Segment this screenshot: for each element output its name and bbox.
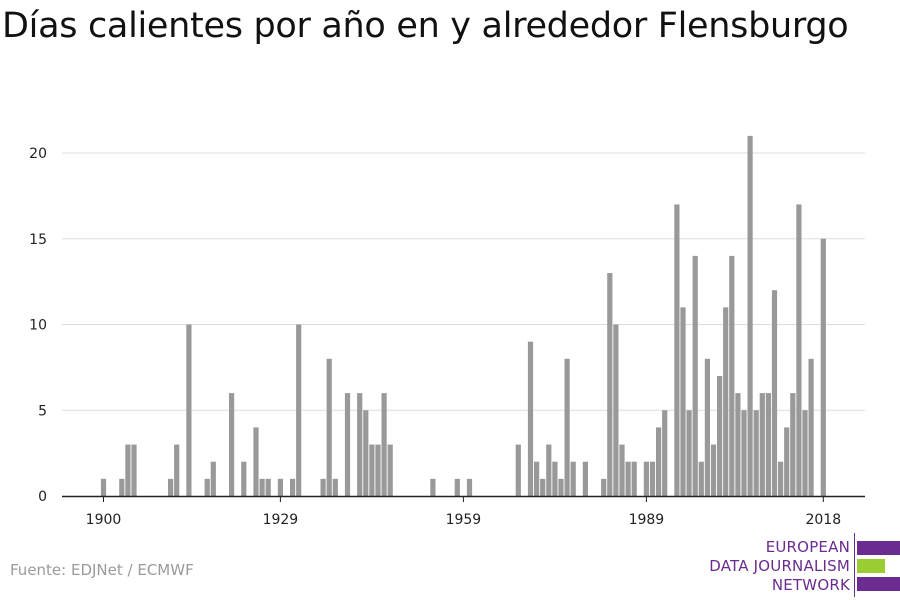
bar-1999 [704, 358, 710, 496]
bar-1923 [241, 461, 247, 496]
y-tick-label: 5 [38, 403, 47, 419]
bar-1942 [357, 393, 363, 496]
bar-1912 [174, 444, 180, 496]
bar-2010 [771, 290, 778, 496]
bar-2002 [723, 307, 729, 496]
bar-1921 [229, 393, 235, 496]
x-tick-label: 2018 [805, 512, 841, 528]
bar-1960 [466, 478, 473, 496]
bar-1936 [320, 478, 326, 496]
bar-1926 [259, 478, 265, 496]
bar-1997 [692, 255, 698, 496]
bar-1973 [546, 444, 552, 496]
bar-2001 [717, 375, 723, 496]
bar-1931 [290, 478, 296, 496]
bar-2008 [759, 393, 765, 496]
logo-bar-top [857, 541, 900, 555]
bar-1995 [680, 307, 686, 496]
bar-2014 [796, 204, 802, 496]
bar-2011 [778, 461, 784, 496]
bar-1958 [454, 478, 460, 496]
bar-1927 [265, 478, 271, 496]
bar-1914 [186, 324, 192, 496]
logo-bar-middle [857, 559, 885, 573]
bar-1946 [381, 393, 387, 496]
bar-1976 [564, 358, 570, 496]
bar-1985 [619, 444, 625, 496]
logo-bar-bottom [857, 577, 900, 591]
bar-1954 [430, 478, 436, 496]
bar-1911 [168, 478, 174, 496]
bar-1943 [363, 410, 369, 496]
bar-2016 [808, 358, 814, 496]
x-tick-label: 1959 [446, 512, 482, 528]
logo-line-european: EUROPEAN [765, 538, 850, 556]
logo-divider [854, 533, 855, 597]
bar-1996 [686, 410, 692, 496]
bar-2012 [784, 427, 790, 496]
x-tick-label: 1989 [629, 512, 665, 528]
x-axis: 1900 1929 1959 1989 2018 [62, 495, 865, 528]
bar-2006 [747, 135, 753, 496]
bar-1977 [570, 461, 576, 496]
bar-1982 [601, 478, 607, 496]
bar-1994 [674, 204, 680, 496]
bar-1992 [662, 410, 668, 496]
y-tick-label: 10 [29, 318, 47, 334]
bar-1984 [613, 324, 619, 496]
y-tick-label: 15 [29, 232, 47, 248]
bar-1945 [375, 444, 381, 496]
bar-1918 [210, 461, 216, 496]
x-tick-label: 1900 [86, 512, 122, 528]
bar-1987 [631, 461, 637, 496]
bar-2003 [729, 255, 735, 496]
bar-1972 [540, 478, 546, 496]
bar-1983 [607, 273, 613, 496]
bar-1937 [326, 358, 332, 496]
bar-1903 [119, 478, 125, 496]
bar-1971 [534, 461, 540, 496]
bar-1986 [625, 461, 631, 496]
logo-line-data-journalism: DATA JOURNALISM [709, 557, 850, 575]
grid-lines [62, 152, 865, 411]
bar-1991 [656, 427, 662, 496]
y-tick-label: 20 [29, 146, 47, 162]
bar-1947 [387, 444, 393, 496]
bar-2015 [802, 410, 808, 496]
bar-1944 [369, 444, 375, 496]
bar-1904 [125, 444, 131, 496]
bar-1998 [698, 461, 704, 496]
source-label: Fuente: EDJNet / ECMWF [10, 561, 194, 579]
x-tick-label: 1929 [263, 512, 299, 528]
bar-1938 [332, 478, 338, 496]
bar-1990 [649, 461, 656, 496]
bar-1979 [582, 461, 588, 496]
logo-line-network: NETWORK [771, 576, 850, 594]
bar-1940 [344, 393, 351, 496]
bar-1905 [131, 444, 137, 496]
bar-2018 [820, 238, 826, 496]
bar-1900 [100, 478, 107, 496]
bar-1929 [277, 478, 283, 496]
bars [100, 135, 826, 496]
bar-1917 [204, 478, 210, 496]
bar-1975 [558, 478, 564, 496]
bar-1968 [515, 444, 521, 496]
bar-1970 [527, 341, 534, 496]
bar-2013 [790, 393, 796, 496]
bar-2009 [765, 393, 771, 496]
y-tick-label: 0 [38, 489, 47, 505]
bar-1932 [296, 324, 302, 496]
chart-title: Días calientes por año en y alrededor Fl… [2, 6, 849, 46]
bar-2004 [735, 393, 741, 496]
bar-1974 [552, 461, 558, 496]
bar-1989 [643, 461, 649, 496]
bar-1925 [253, 427, 259, 496]
bar-2005 [741, 410, 747, 496]
bar-2000 [710, 444, 717, 496]
bar-2007 [753, 410, 759, 496]
y-axis: 0 5 10 15 20 [29, 146, 47, 505]
